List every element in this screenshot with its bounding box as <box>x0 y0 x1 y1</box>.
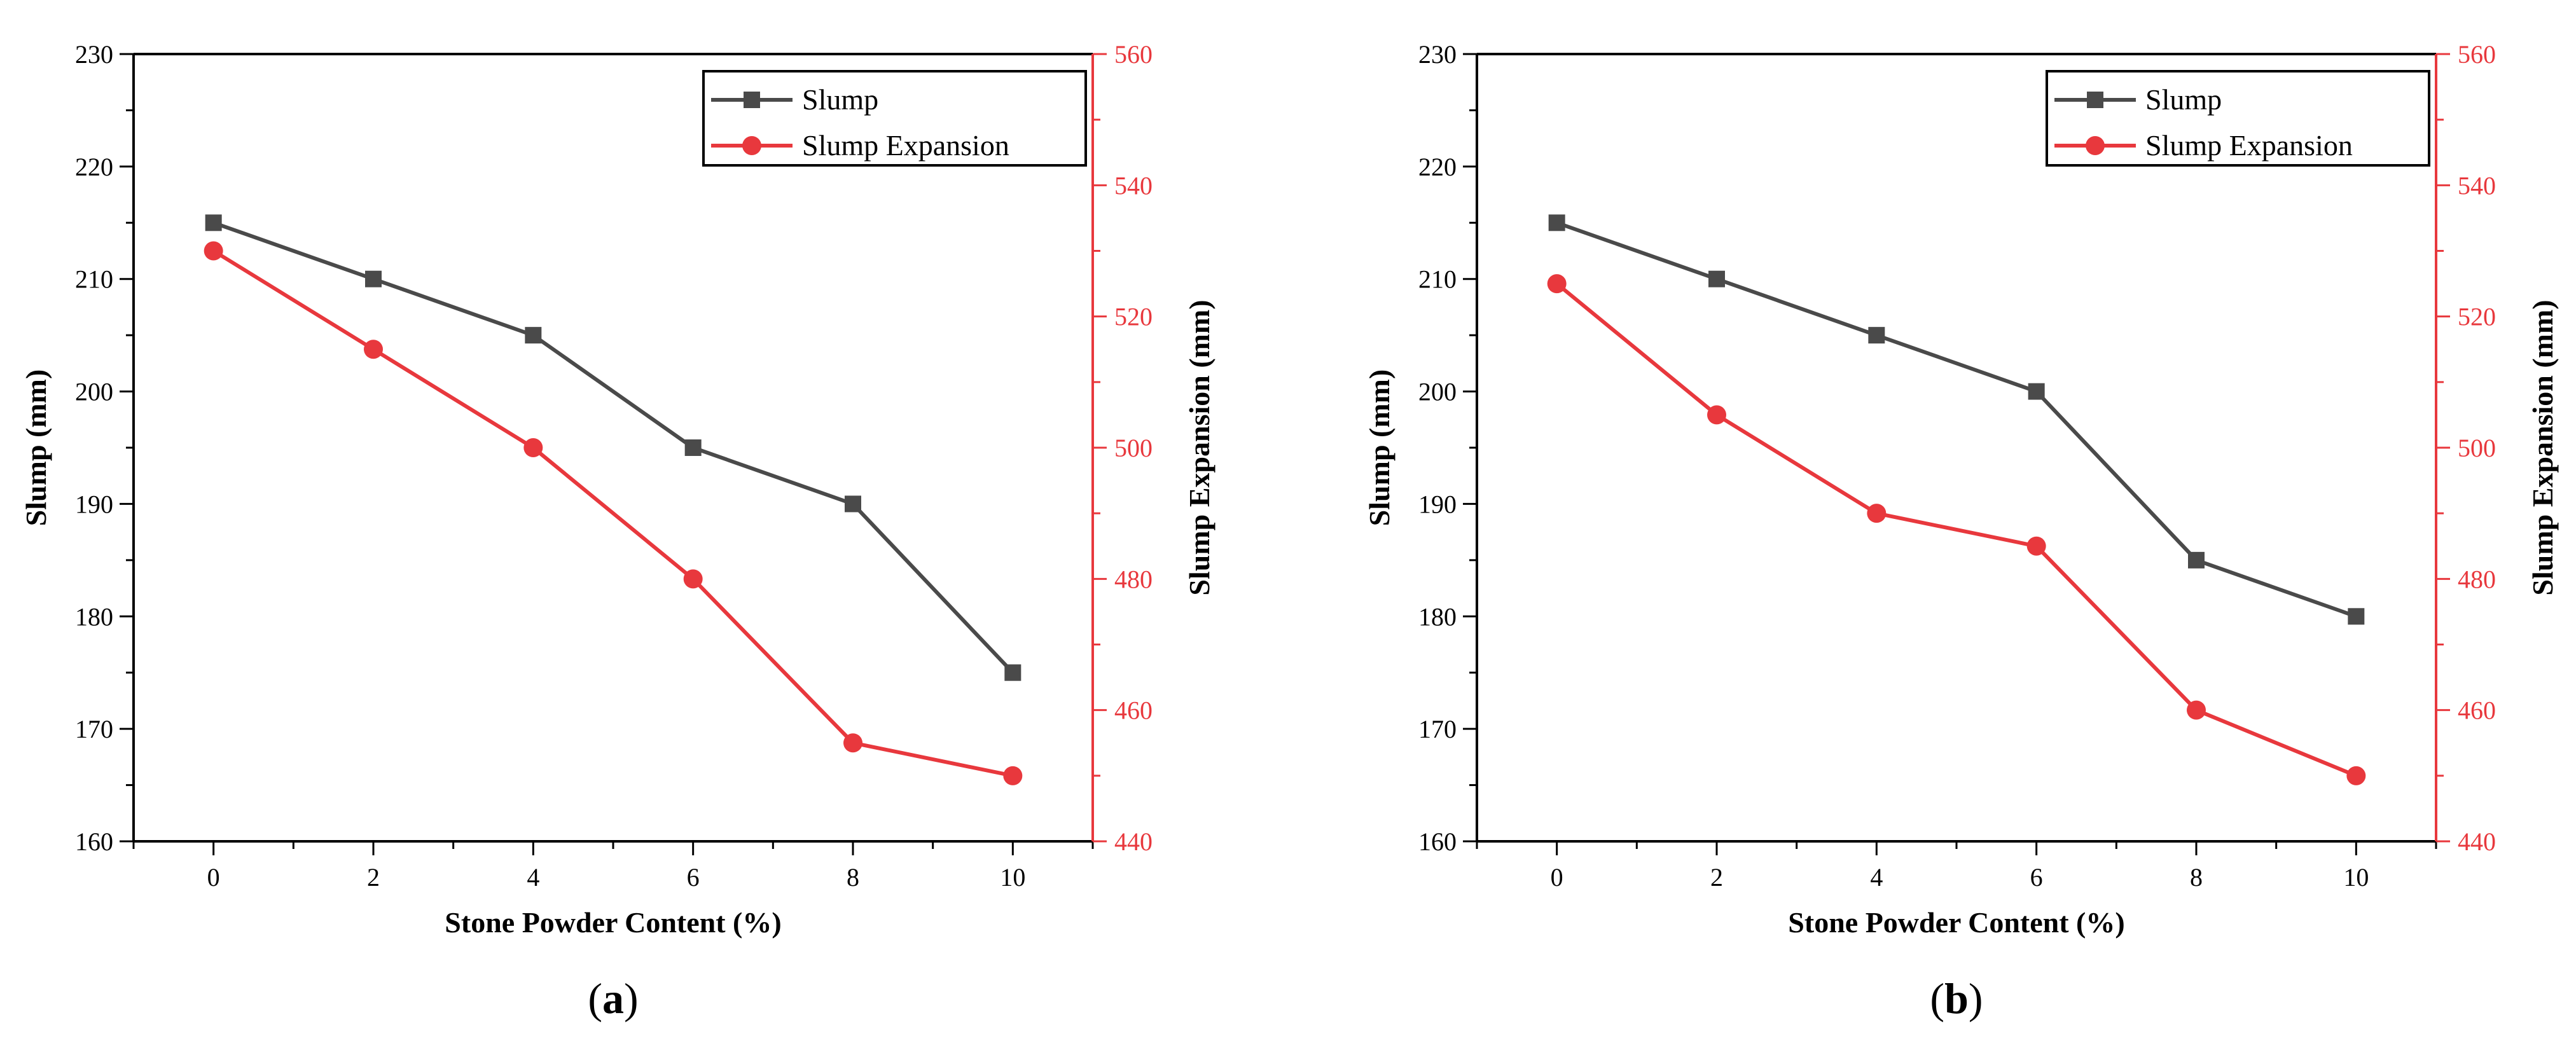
y-axis-title: Slump (mm) <box>20 369 52 527</box>
legend-square-marker <box>744 92 760 108</box>
y-tick-label: 180 <box>1418 602 1457 631</box>
slump-data-point <box>684 439 702 456</box>
y2-tick-label: 540 <box>2458 171 2496 200</box>
slump-data-point <box>2348 608 2365 625</box>
legend-circle-marker <box>2086 136 2105 155</box>
y-tick-label: 170 <box>1418 715 1457 743</box>
legend-label: Slump <box>802 83 878 116</box>
slump-data-point <box>2028 383 2045 400</box>
slump-series-line <box>1556 221 2357 619</box>
y2-tick-label: 460 <box>2458 696 2496 725</box>
legend: Slump Slump Expansion <box>2046 70 2430 167</box>
slump-expansion-series-line <box>212 249 1013 778</box>
x-tick-label: 4 <box>1870 863 1883 892</box>
slump-data-point <box>205 214 222 231</box>
slump-expansion-data-point <box>843 733 862 753</box>
y-tick-label: 190 <box>1418 490 1457 518</box>
x-tick-label: 0 <box>207 863 220 892</box>
y2-tick-label: 520 <box>1114 303 1153 331</box>
y2-axis-title: Slump Expansion (mm) <box>1183 300 1215 595</box>
slump-series-line <box>212 221 1014 674</box>
slump-expansion-data-point <box>1707 405 1726 425</box>
slump-expansion-data-point <box>523 438 543 457</box>
y2-axis-title: Slump Expansion (mm) <box>2526 300 2559 595</box>
y-tick-label: 230 <box>1418 40 1457 69</box>
slump-data-point <box>1708 270 1725 287</box>
x-axis-title: Stone Powder Content (%) <box>1788 906 2124 939</box>
panel-letter: a <box>602 974 624 1023</box>
slump-data-point <box>2188 551 2205 569</box>
panel-letter: b <box>1944 974 1969 1023</box>
x-tick-label: 8 <box>2190 863 2203 892</box>
y2-tick-label: 480 <box>1114 565 1153 593</box>
legend-label: Slump Expansion <box>802 129 1009 162</box>
x-tick-label: 10 <box>1000 863 1025 892</box>
slump-expansion-data-point <box>364 340 383 359</box>
slump-expansion-data-point <box>1867 504 1887 523</box>
y2-tick-label: 440 <box>1114 827 1153 856</box>
chart-panel-b: 0 2 4 6 8 10 160 170 180 190 200 210 220 230 440 460 480… <box>1363 40 2559 1023</box>
x-tick-label: 2 <box>367 863 380 892</box>
x-tick-label: 8 <box>847 863 859 892</box>
y-tick-label: 210 <box>1418 265 1457 294</box>
slump-expansion-data-point <box>683 569 703 589</box>
legend-circle-marker <box>742 136 761 155</box>
slump-data-point <box>525 327 542 344</box>
y-tick-label: 160 <box>75 827 113 856</box>
x-tick-label: 2 <box>1710 863 1723 892</box>
slump-data-point <box>1548 214 1565 231</box>
x-axis-title: Stone Powder Content (%) <box>445 906 781 939</box>
y-tick-label: 200 <box>1418 378 1457 406</box>
slump-expansion-data-point <box>2026 536 2046 556</box>
y2-tick-label: 480 <box>2458 565 2496 593</box>
legend-label: Slump <box>2145 83 2222 116</box>
y2-tick-label: 540 <box>1114 171 1153 200</box>
y2-tick-label: 460 <box>1114 696 1153 725</box>
legend-label: Slump Expansion <box>2145 129 2353 162</box>
slump-expansion-series-line <box>1555 282 2357 778</box>
y-tick-label: 220 <box>1418 153 1457 181</box>
slump-data-point <box>1004 664 1021 681</box>
y2-tick-label: 440 <box>2458 827 2496 856</box>
x-tick-label: 6 <box>687 863 700 892</box>
slump-expansion-data-point <box>1003 766 1023 785</box>
legend: Slump Slump Expansion <box>702 70 1087 167</box>
slump-expansion-data-point <box>1547 274 1567 294</box>
slump-data-point <box>1868 327 1885 344</box>
slump-expansion-data-point <box>204 241 223 261</box>
x-tick-label: 10 <box>2343 863 2369 892</box>
y2-tick-label: 500 <box>2458 434 2496 462</box>
chart-panel-a: 0 2 4 6 8 10 160 170 180 190 200 210 220 230 440 460 480… <box>20 40 1215 1023</box>
y2-tick-label: 560 <box>1114 40 1153 69</box>
x-tick-label: 0 <box>1551 863 1563 892</box>
panel-label: (b) <box>1930 974 1983 1023</box>
y2-tick-label: 560 <box>2458 40 2496 69</box>
y-tick-label: 170 <box>75 715 113 743</box>
y-tick-label: 210 <box>75 265 113 294</box>
x-tick-label: 4 <box>527 863 539 892</box>
y-tick-label: 190 <box>75 490 113 518</box>
slump-expansion-data-point <box>2346 766 2366 785</box>
y-axis-title: Slump (mm) <box>1363 369 1395 527</box>
x-tick-label: 6 <box>2030 863 2043 892</box>
panel-label: (a) <box>588 974 638 1023</box>
legend-square-marker <box>2087 92 2103 108</box>
y-tick-label: 220 <box>75 153 113 181</box>
slump-data-point <box>365 270 382 287</box>
y-tick-label: 230 <box>75 40 113 69</box>
y-tick-label: 200 <box>75 378 113 406</box>
y-tick-label: 160 <box>1418 827 1457 856</box>
y2-tick-label: 520 <box>2458 303 2496 331</box>
y2-tick-label: 500 <box>1114 434 1153 462</box>
slump-data-point <box>845 495 861 513</box>
slump-expansion-data-point <box>2187 700 2206 720</box>
legend-box <box>2046 70 2430 167</box>
y-tick-label: 180 <box>75 602 113 631</box>
legend-box <box>702 70 1087 167</box>
